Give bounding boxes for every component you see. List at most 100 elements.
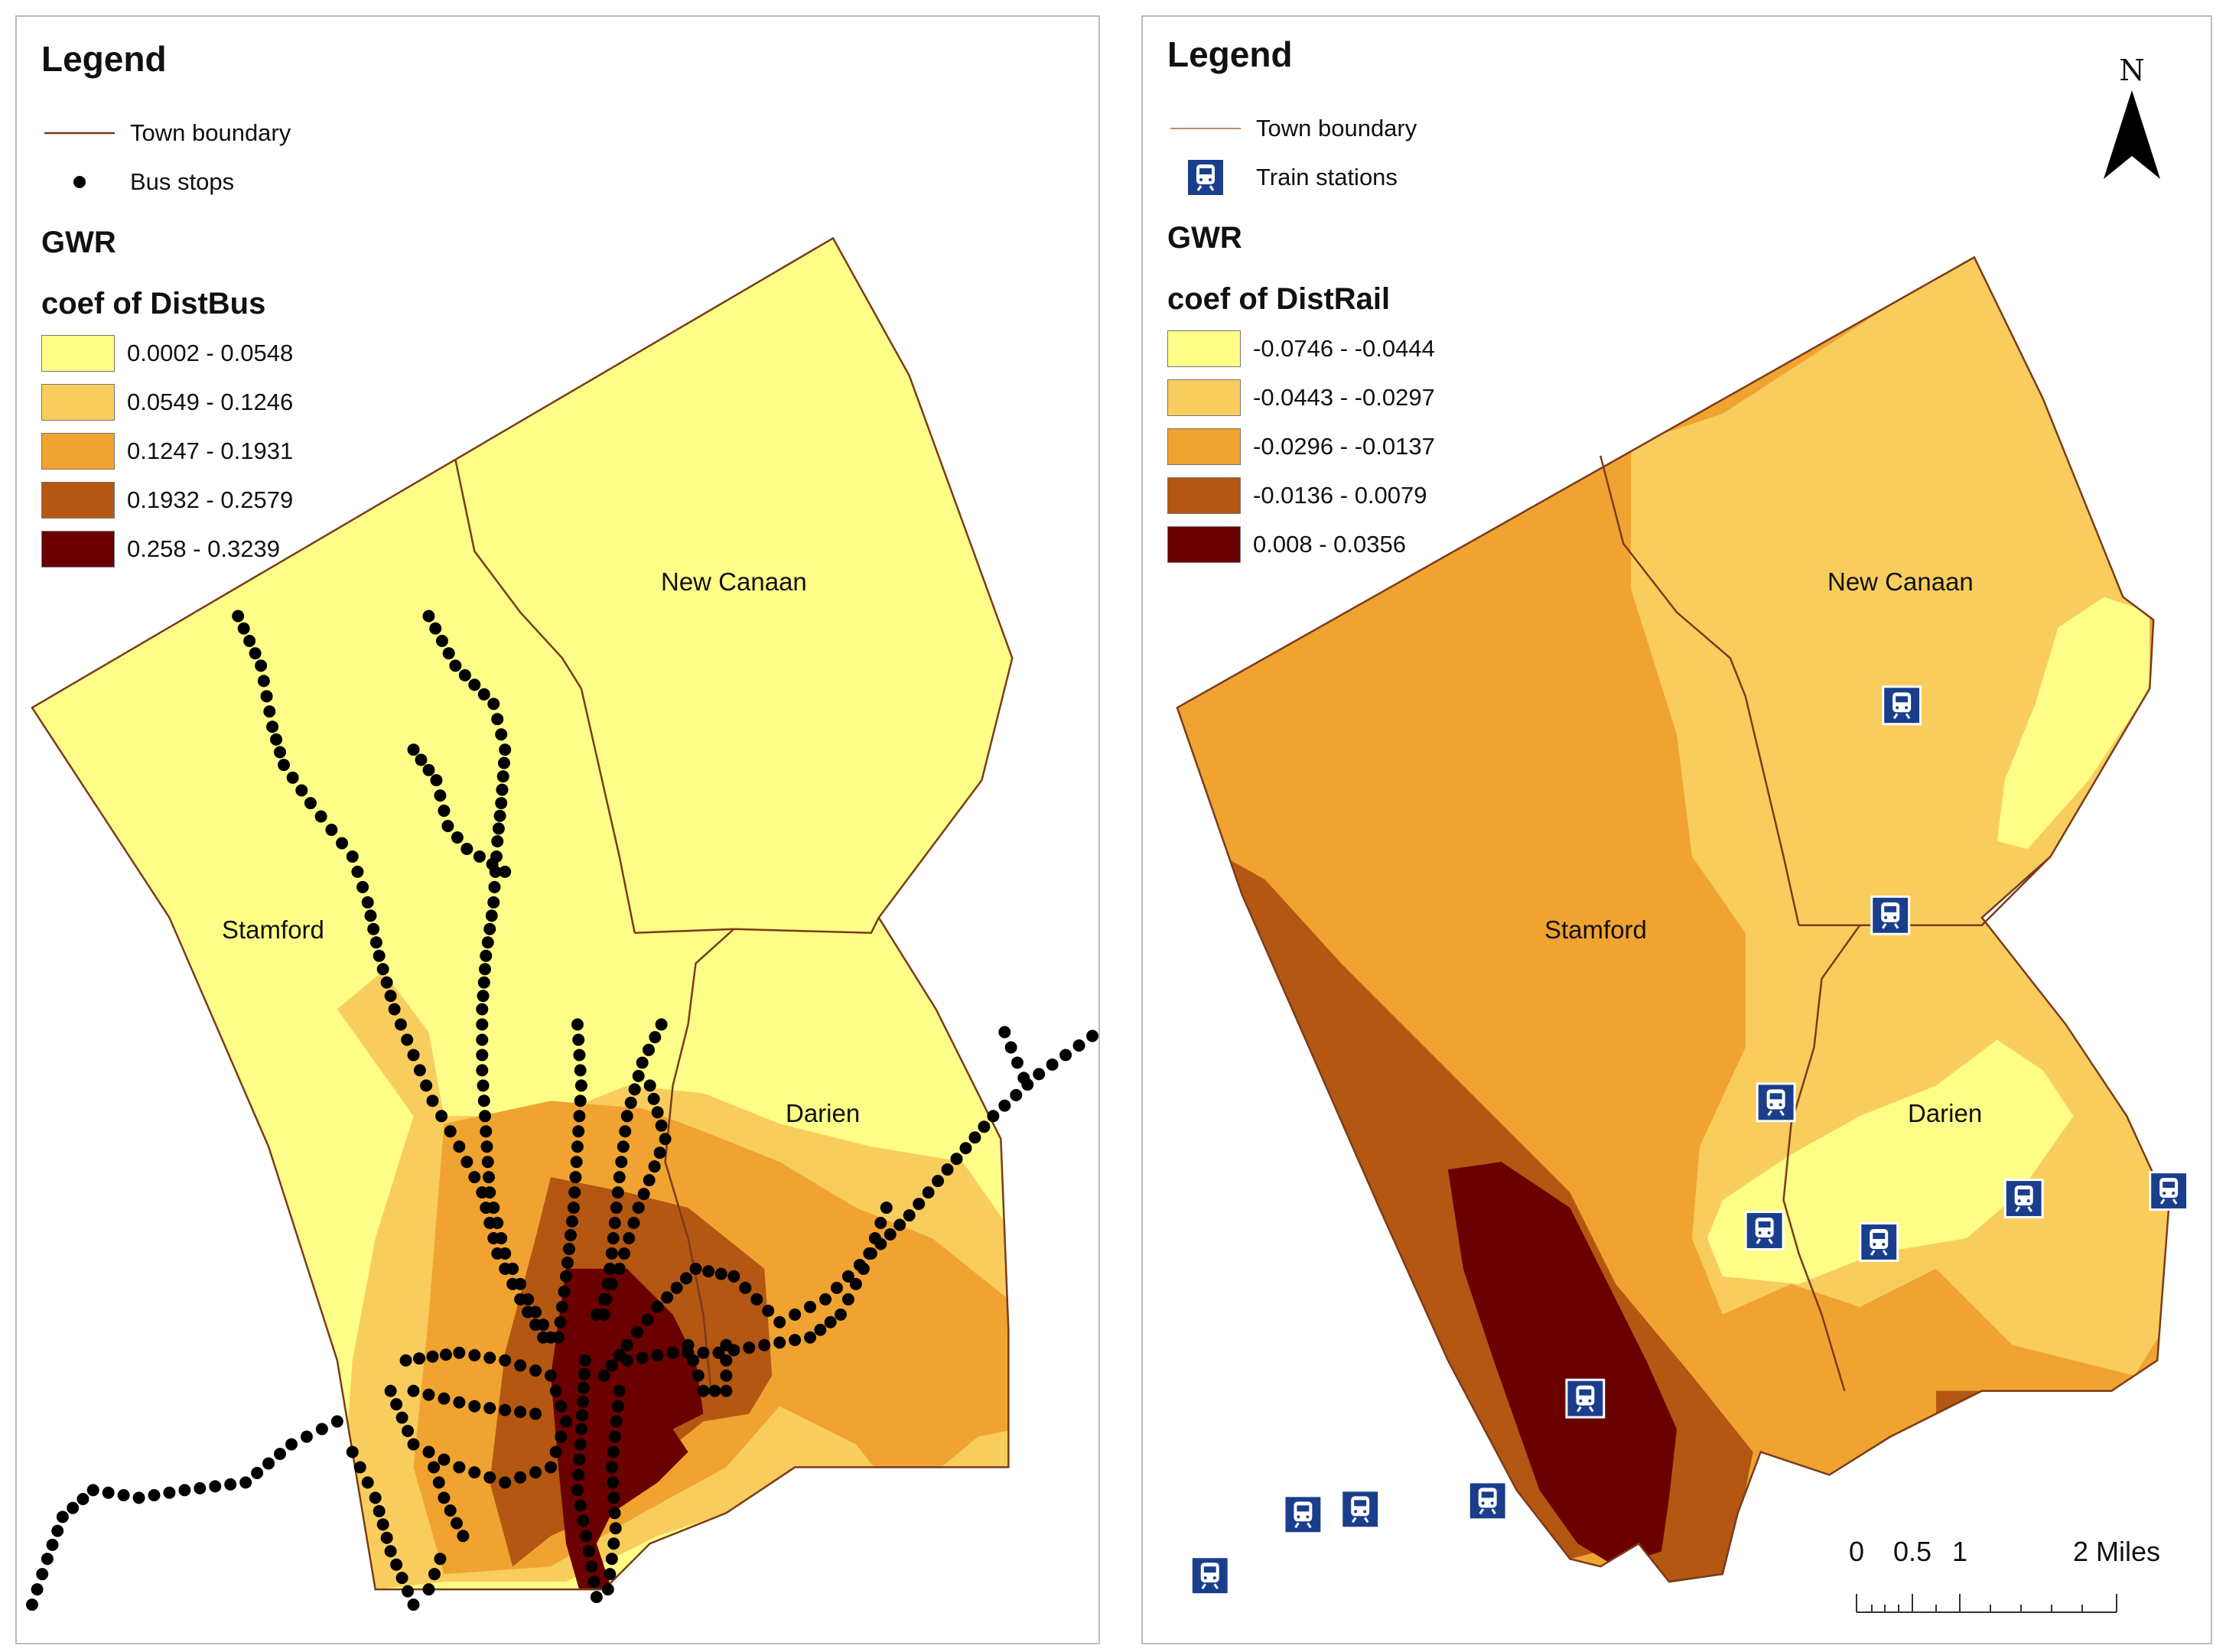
- train-station-icon: [2149, 1171, 2189, 1211]
- bus-stop-marker: [605, 1553, 618, 1566]
- bus-stop-marker: [653, 1146, 666, 1159]
- bus-stop-marker: [636, 1056, 649, 1069]
- bus-stop-marker: [373, 1504, 386, 1517]
- class-label: -0.0136 - 0.0079: [1253, 482, 1427, 509]
- class-label: 0.0549 - 0.1246: [127, 389, 294, 415]
- bus-stop-marker: [483, 1402, 496, 1415]
- bus-stop-marker: [477, 976, 490, 989]
- bus-stop-marker: [260, 690, 273, 703]
- bus-stop-marker: [648, 1160, 661, 1173]
- bus-stop-marker: [420, 1079, 433, 1092]
- bus-stop-marker: [1010, 1088, 1023, 1101]
- bus-stop-marker: [132, 1491, 145, 1504]
- bus-stop-marker: [428, 1568, 441, 1581]
- bus-stops-layer: [25, 610, 1098, 1611]
- train-stations-layer: [1189, 685, 2189, 1596]
- bus-stop-marker: [1059, 1049, 1072, 1062]
- bus-stop-marker: [384, 990, 397, 1003]
- bus-stop-marker: [537, 1319, 550, 1332]
- bus-stop-marker: [692, 1369, 705, 1382]
- legend-item-town-boundary: Town boundary: [41, 109, 293, 158]
- bus-stop-marker: [41, 1553, 54, 1566]
- study-area-outline: [31, 236, 1014, 1591]
- legend-class-2: -0.0443 - -0.0297: [1167, 373, 1435, 422]
- train-icon: [1167, 158, 1244, 197]
- bus-stop-marker: [819, 1293, 831, 1306]
- bus-stop-marker: [194, 1481, 207, 1494]
- bus-stop-marker: [857, 1262, 870, 1275]
- bus-stop-marker: [549, 1446, 562, 1459]
- bus-stop-marker: [567, 1202, 580, 1215]
- bus-stop-marker: [631, 1326, 644, 1339]
- bus-stop-marker: [491, 1217, 504, 1230]
- train-station-icon: [1744, 1211, 1785, 1250]
- town-label-new-canaan: New Canaan: [661, 567, 807, 596]
- bus-stop-marker: [492, 822, 505, 835]
- bus-stop-marker: [651, 1349, 664, 1362]
- train-station-icon: [1882, 685, 1922, 726]
- stamford-darien-boundary: [664, 928, 735, 1391]
- bus-stop-marker: [913, 1198, 926, 1211]
- bus-stop-marker: [529, 1364, 542, 1377]
- bus-stop-marker: [720, 1338, 733, 1351]
- bus-stop-marker: [651, 1106, 664, 1119]
- bus-stop-marker: [432, 1476, 445, 1489]
- bus-stop-marker: [582, 1545, 595, 1558]
- class-swatch: [1167, 428, 1241, 465]
- stamford-newcanaan-boundary: [454, 459, 636, 933]
- town-label-new-canaan: New Canaan: [1827, 567, 1974, 596]
- bus-stop-marker: [286, 771, 299, 784]
- coef-zone-class-5: [551, 1268, 704, 1590]
- bus-stop-marker: [628, 1083, 641, 1096]
- bus-stop-marker: [647, 1092, 660, 1105]
- bus-stop-marker: [613, 1262, 626, 1275]
- bus-stop-marker: [574, 1079, 587, 1092]
- bus-stop-marker: [998, 1026, 1011, 1039]
- bus-stop-marker: [476, 1049, 489, 1062]
- bus-stop-marker: [407, 1438, 420, 1451]
- bus-stop-marker: [314, 810, 327, 823]
- bus-stop-marker: [483, 1186, 496, 1199]
- bus-stop-marker: [574, 1094, 587, 1107]
- bus-stop-marker: [1086, 1029, 1098, 1042]
- bus-stop-marker: [561, 1256, 574, 1269]
- bus-stop-marker: [959, 1142, 972, 1155]
- class-label: 0.1932 - 0.2579: [127, 486, 294, 513]
- bus-stop-marker: [580, 1530, 593, 1543]
- bus-stop-marker: [697, 1346, 710, 1359]
- bus-stop-marker: [578, 1354, 591, 1367]
- bus-stop-marker: [477, 1094, 490, 1107]
- bus-stop-marker: [605, 1461, 618, 1474]
- bus-stop-marker: [604, 1568, 617, 1581]
- bus-stop-marker: [574, 1423, 587, 1436]
- town-boundary-line-icon: [1167, 110, 1244, 147]
- bus-stop-marker: [620, 1110, 633, 1123]
- bus-stop-marker: [499, 1354, 512, 1367]
- bus-stop-marker: [353, 1461, 366, 1474]
- bus-stop-marker: [720, 1384, 733, 1397]
- bus-stop-marker: [941, 1163, 954, 1176]
- bus-stop-marker: [574, 1499, 587, 1512]
- bus-stop-marker: [590, 1308, 603, 1321]
- bus-stop-marker: [496, 783, 509, 796]
- bus-stop-marker: [477, 990, 490, 1003]
- bus-stop-marker: [868, 1232, 881, 1244]
- bus-stop-marker: [655, 1018, 668, 1031]
- train-station-icon: [1565, 1378, 1606, 1419]
- bus-stop-marker: [773, 1336, 786, 1349]
- bus-stop-marker: [613, 1171, 626, 1184]
- bus-stop-marker: [483, 1351, 496, 1364]
- class-swatch: [41, 482, 115, 519]
- bus-stop-marker: [714, 1267, 727, 1280]
- town-label-darien: Darien: [1908, 1099, 1983, 1127]
- bus-stop-marker: [571, 1140, 584, 1153]
- bus-stop-marker: [570, 1156, 583, 1169]
- bus-stop-marker: [708, 1384, 721, 1397]
- bus-stop-marker: [388, 1003, 401, 1016]
- bus-stop-marker: [841, 1293, 854, 1306]
- bus-stop-marker: [243, 634, 256, 647]
- train-station-icon: [1340, 1489, 1381, 1530]
- bus-stop-marker: [619, 1125, 632, 1138]
- town-boundary-line-icon: [41, 115, 118, 151]
- bus-stop-marker: [468, 1400, 481, 1413]
